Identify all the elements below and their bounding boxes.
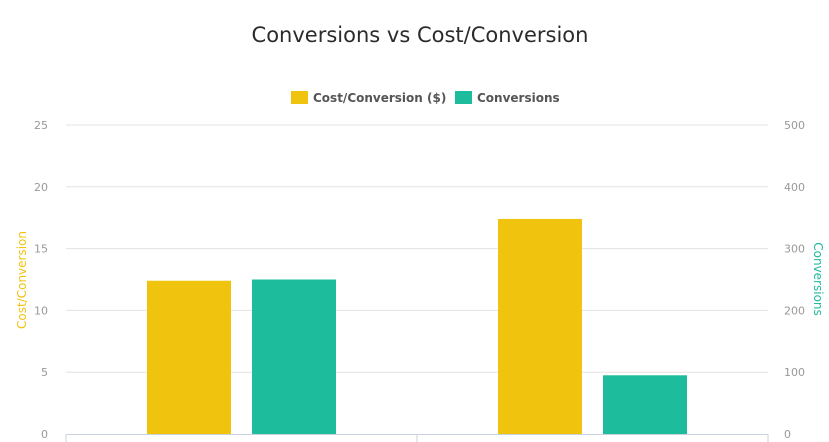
legend-label-conversions: Conversions (477, 91, 560, 105)
bar-conversions[interactable] (252, 279, 336, 435)
left-tick-label: 20 (34, 181, 48, 194)
right-axis-ticks: 0 100 200 300 400 500 (784, 119, 805, 441)
legend-item-conversions[interactable]: Conversions (455, 91, 560, 105)
right-tick-label: 400 (784, 181, 805, 194)
x-axis (65, 434, 769, 442)
right-tick-label: 500 (784, 119, 805, 132)
bars (147, 218, 687, 435)
left-tick-label: 15 (34, 243, 48, 256)
right-tick-label: 0 (784, 428, 791, 441)
bar-cost-conversion[interactable] (498, 218, 582, 434)
chart-title: Conversions vs Cost/Conversion (252, 23, 589, 47)
right-axis-title: Conversions (811, 242, 825, 316)
right-tick-label: 200 (784, 304, 805, 317)
bar-conversions[interactable] (603, 375, 687, 434)
left-tick-label: 10 (34, 304, 48, 317)
left-tick-label: 5 (41, 366, 48, 379)
legend: Cost/Conversion ($) Conversions (291, 91, 560, 105)
legend-item-cost-per-conversion[interactable]: Cost/Conversion ($) (291, 91, 446, 105)
left-tick-label: 25 (34, 119, 48, 132)
legend-swatch-conversions (455, 91, 472, 104)
left-axis-title: Cost/Conversion (15, 231, 29, 329)
right-tick-label: 300 (784, 243, 805, 256)
left-tick-label: 0 (41, 428, 48, 441)
left-axis-ticks: 0 5 10 15 20 25 (34, 119, 48, 441)
legend-swatch-cost-per-conversion (291, 91, 308, 104)
legend-label-cost-per-conversion: Cost/Conversion ($) (313, 91, 446, 105)
right-tick-label: 100 (784, 366, 805, 379)
bar-cost-conversion[interactable] (147, 280, 231, 434)
